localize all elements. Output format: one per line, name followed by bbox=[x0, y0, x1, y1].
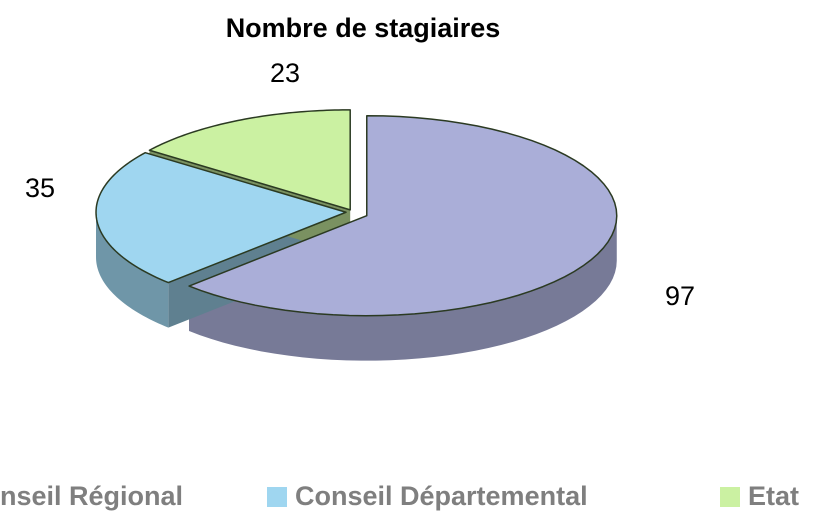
legend-swatch bbox=[720, 487, 740, 507]
pie-tops bbox=[95, 109, 618, 317]
data-label: 35 bbox=[25, 173, 55, 203]
legend-label: Conseil Départemental bbox=[295, 481, 588, 511]
legend-label: Etat bbox=[748, 481, 799, 511]
data-label: 23 bbox=[270, 58, 300, 88]
pie-slice bbox=[95, 151, 347, 284]
pie-slice bbox=[148, 109, 351, 211]
slice-side bbox=[96, 212, 169, 328]
pie-slice bbox=[188, 114, 618, 317]
chart-title: Nombre de stagiaires bbox=[226, 13, 501, 43]
legend-label: Conseil Régional bbox=[0, 481, 183, 511]
legend-swatch bbox=[267, 487, 287, 507]
slice-side bbox=[189, 215, 617, 361]
data-label: 97 bbox=[665, 281, 695, 311]
